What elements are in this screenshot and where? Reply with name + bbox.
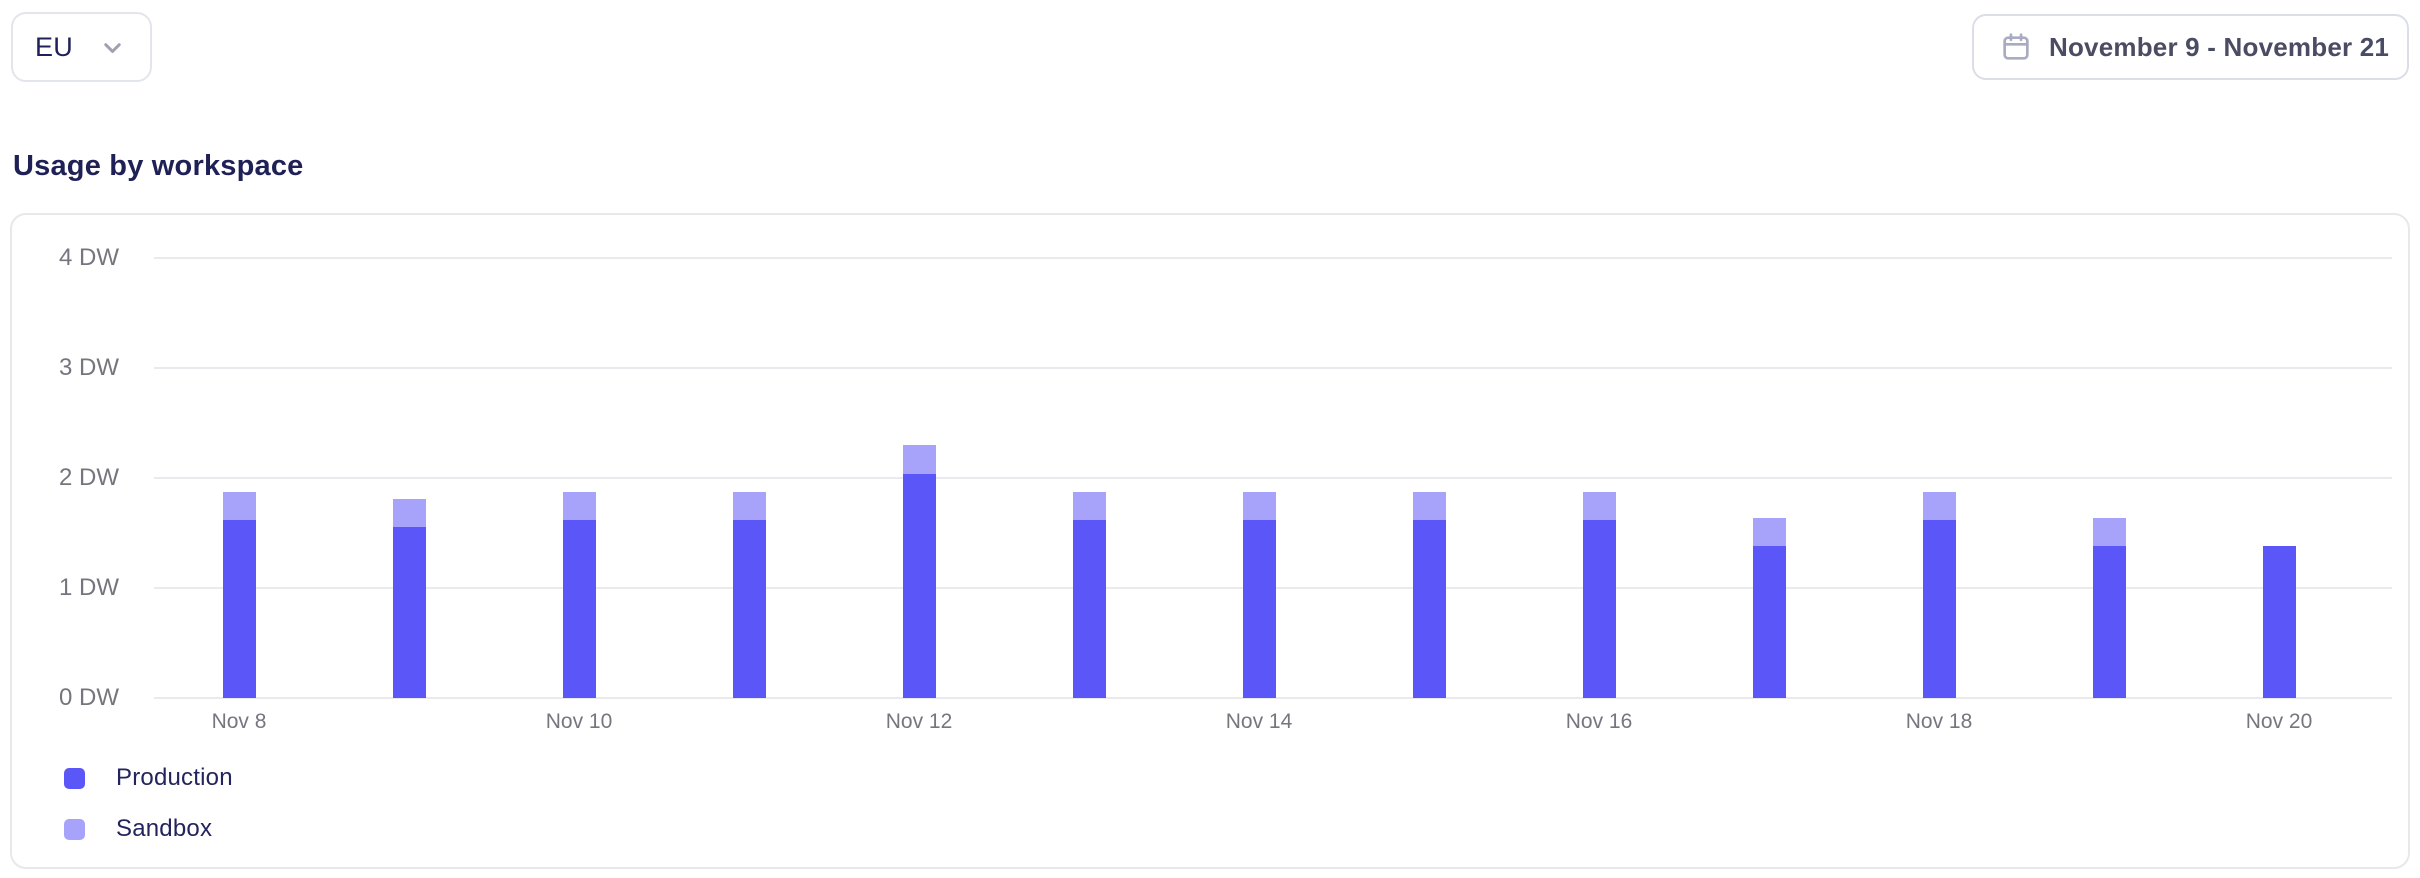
page-title: Usage by workspace bbox=[13, 150, 304, 182]
bar-sandbox-nov-16[interactable] bbox=[1583, 492, 1616, 520]
x-axis-tick-label: Nov 14 bbox=[1225, 710, 1293, 733]
gridline-0dw bbox=[154, 697, 2392, 699]
legend-item-sandbox: Sandbox bbox=[64, 815, 212, 843]
bar-sandbox-nov-17[interactable] bbox=[1753, 518, 1786, 546]
bar-production-nov-9[interactable] bbox=[393, 527, 426, 698]
bar-sandbox-nov-12[interactable] bbox=[903, 445, 936, 474]
gridline-4dw bbox=[154, 257, 2392, 259]
bar-production-nov-13[interactable] bbox=[1073, 520, 1106, 698]
bar-production-nov-18[interactable] bbox=[1923, 520, 1956, 698]
bar-production-nov-15[interactable] bbox=[1413, 520, 1446, 698]
region-selector-value: EU bbox=[35, 31, 73, 62]
y-axis-tick-label: 2 DW bbox=[59, 464, 119, 491]
bar-production-nov-14[interactable] bbox=[1243, 520, 1276, 698]
legend-swatch-production bbox=[64, 767, 85, 789]
legend-swatch-sandbox bbox=[64, 818, 85, 840]
bar-sandbox-nov-18[interactable] bbox=[1923, 492, 1956, 520]
bar-sandbox-nov-19[interactable] bbox=[2093, 518, 2126, 546]
x-axis-tick-label: Nov 16 bbox=[1565, 710, 1633, 733]
chevron-down-icon bbox=[99, 34, 126, 61]
bar-production-nov-20[interactable] bbox=[2263, 546, 2296, 698]
legend-label: Sandbox bbox=[116, 815, 213, 842]
y-axis-tick-label: 1 DW bbox=[59, 574, 119, 601]
region-selector[interactable]: EU bbox=[11, 12, 152, 82]
legend-item-production: Production bbox=[64, 764, 233, 792]
bar-production-nov-17[interactable] bbox=[1753, 546, 1786, 698]
x-axis-tick-label: Nov 18 bbox=[1905, 710, 1973, 733]
bar-production-nov-10[interactable] bbox=[563, 520, 596, 698]
gridline-3dw bbox=[154, 367, 2392, 369]
usage-chart-card: 0 DW 1 DW 2 DW 3 DW 4 DW Nov 8 Nov 10 Nov 12 Nov… bbox=[10, 213, 2410, 869]
y-axis-tick-label: 0 DW bbox=[59, 684, 119, 711]
gridline-2dw bbox=[154, 477, 2392, 479]
usage-bar-chart: 0 DW 1 DW 2 DW 3 DW 4 DW Nov 8 Nov 10 Nov 12 Nov… bbox=[12, 215, 2408, 867]
bar-sandbox-nov-10[interactable] bbox=[563, 492, 596, 520]
x-axis-tick-label: Nov 20 bbox=[2245, 710, 2313, 733]
date-range-label: November 9 - November 21 bbox=[2049, 31, 2390, 62]
x-axis-tick-label: Nov 12 bbox=[885, 710, 953, 733]
x-axis-tick-label: Nov 10 bbox=[545, 710, 613, 733]
bar-sandbox-nov-15[interactable] bbox=[1413, 492, 1446, 520]
bar-sandbox-nov-8[interactable] bbox=[223, 492, 256, 520]
x-axis-tick-label: Nov 8 bbox=[211, 710, 267, 733]
bar-production-nov-12[interactable] bbox=[903, 474, 936, 698]
date-range-picker[interactable]: November 9 - November 21 bbox=[1972, 14, 2409, 80]
y-axis-tick-label: 4 DW bbox=[59, 244, 119, 271]
bar-sandbox-nov-11[interactable] bbox=[733, 492, 766, 520]
bar-sandbox-nov-9[interactable] bbox=[393, 499, 426, 527]
bar-production-nov-16[interactable] bbox=[1583, 520, 1616, 698]
bar-production-nov-19[interactable] bbox=[2093, 546, 2126, 698]
bar-production-nov-11[interactable] bbox=[733, 520, 766, 698]
calendar-icon bbox=[2000, 31, 2032, 63]
bar-sandbox-nov-13[interactable] bbox=[1073, 492, 1106, 520]
bar-production-nov-8[interactable] bbox=[223, 520, 256, 698]
y-axis-tick-label: 3 DW bbox=[59, 354, 119, 381]
legend-label: Production bbox=[116, 764, 233, 791]
bar-sandbox-nov-14[interactable] bbox=[1243, 492, 1276, 520]
